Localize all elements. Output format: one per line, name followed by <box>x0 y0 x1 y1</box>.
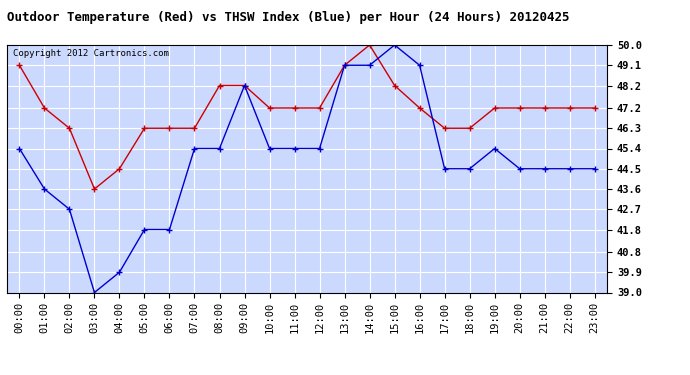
Text: Outdoor Temperature (Red) vs THSW Index (Blue) per Hour (24 Hours) 20120425: Outdoor Temperature (Red) vs THSW Index … <box>7 11 569 24</box>
Text: Copyright 2012 Cartronics.com: Copyright 2012 Cartronics.com <box>13 49 169 58</box>
